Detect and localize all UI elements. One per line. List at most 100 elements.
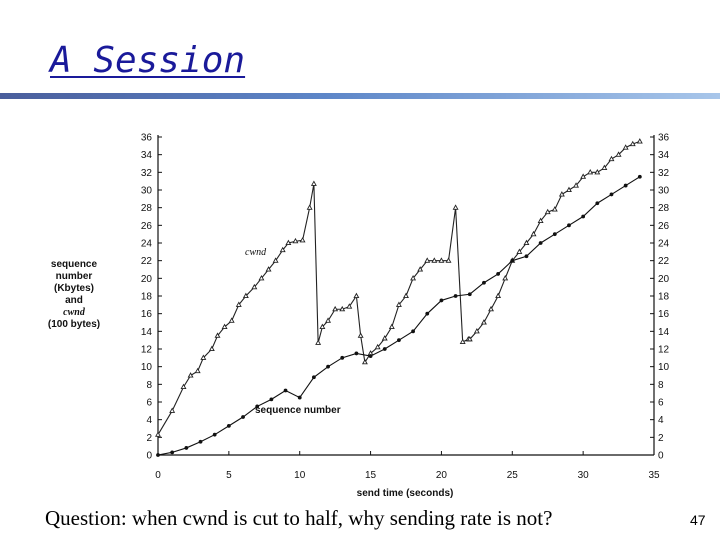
- y-tick-label-left: 14: [141, 327, 153, 338]
- cwnd-point: [388, 323, 395, 329]
- sequence-point: [439, 298, 444, 303]
- sequence-point: [425, 311, 430, 316]
- cwnd-point: [473, 327, 480, 334]
- cwnd-point: [431, 257, 438, 263]
- cwnd-point: [636, 138, 643, 144]
- cwnd-point: [299, 237, 306, 243]
- sequence-point: [326, 364, 330, 369]
- x-tick-label: 5: [226, 470, 232, 481]
- sequence-point: [623, 183, 628, 188]
- cwnd-point: [629, 140, 636, 147]
- y-tick-label-left: 12: [141, 345, 153, 356]
- y-axis-label-line: (100 bytes): [48, 319, 100, 330]
- sequence-point: [637, 174, 642, 179]
- sequence-point: [397, 338, 401, 343]
- sequence-point: [226, 423, 231, 428]
- y-tick-label-left: 10: [141, 362, 153, 373]
- sequence-point: [255, 404, 260, 409]
- sequence-point: [538, 241, 543, 245]
- cwnd-point: [551, 206, 558, 212]
- y-tick-label-right: 26: [658, 221, 670, 232]
- cwnd-point: [315, 339, 322, 345]
- cwnd-point: [459, 338, 466, 344]
- cwnd-point: [381, 335, 388, 341]
- cwnd-point: [285, 239, 292, 246]
- cwnd-point: [580, 173, 587, 179]
- cwnd-point: [310, 180, 317, 186]
- y-tick-label-right: 28: [658, 203, 670, 214]
- cwnd-point: [251, 283, 258, 290]
- sequence-point: [311, 375, 316, 380]
- x-tick-label: 10: [294, 470, 306, 481]
- y-tick-label-left: 20: [141, 274, 153, 285]
- y-tick-label-right: 20: [658, 274, 670, 285]
- cwnd-point: [180, 383, 187, 390]
- cwnd-point: [608, 155, 615, 162]
- sequence-point: [496, 272, 501, 276]
- y-axis-label-line: number: [56, 271, 93, 282]
- sequence-point: [241, 415, 245, 419]
- cwnd-point: [228, 317, 235, 323]
- sequence-point: [467, 292, 472, 297]
- cwnd-point: [187, 372, 194, 378]
- slide-title: A Session: [50, 40, 246, 81]
- sequence-point: [453, 294, 458, 298]
- y-tick-label-right: 4: [658, 415, 664, 426]
- cwnd-point: [221, 323, 228, 329]
- y-tick-label-right: 32: [658, 168, 670, 179]
- sequence-point: [184, 446, 189, 450]
- cwnd-point: [194, 367, 201, 374]
- y-tick-label-left: 4: [146, 415, 152, 426]
- series-line-sequence-number: [157, 176, 641, 456]
- sequence-point: [411, 329, 415, 334]
- sequence-point: [212, 432, 217, 437]
- cwnd-point: [502, 274, 509, 281]
- y-tick-label-left: 2: [146, 433, 152, 444]
- cwnd-point: [208, 345, 215, 352]
- cwnd-point: [452, 204, 459, 210]
- sequence-point: [170, 450, 175, 455]
- cwnd-point: [594, 168, 601, 175]
- cwnd-point: [523, 239, 530, 246]
- sequence-point: [482, 280, 486, 285]
- cwnd-point: [155, 431, 161, 437]
- cwnd-point: [235, 301, 242, 307]
- sequence-number-annotation: sequence number: [255, 405, 341, 416]
- sequence-point: [552, 232, 557, 237]
- x-tick-label: 20: [436, 470, 448, 481]
- y-tick-label-left: 8: [146, 380, 152, 391]
- chart-series: [155, 138, 643, 457]
- x-tick-label: 15: [365, 470, 377, 481]
- page-number: 47: [690, 512, 706, 528]
- cwnd-point: [615, 151, 622, 157]
- x-tick-label: 35: [648, 470, 660, 481]
- y-tick-label-left: 16: [141, 309, 153, 320]
- cwnd-point: [346, 303, 353, 309]
- cwnd-point: [417, 266, 424, 272]
- y-tick-label-left: 6: [146, 398, 152, 409]
- y-tick-label-right: 30: [658, 186, 670, 197]
- title-divider-bar: [0, 93, 720, 99]
- cwnd-point: [495, 292, 502, 299]
- y-axis-label-line: and: [65, 295, 83, 306]
- cwnd-point: [622, 144, 629, 150]
- cwnd-point: [374, 343, 381, 350]
- cwnd-point: [445, 257, 452, 263]
- cwnd-point: [319, 323, 326, 329]
- cwnd-point: [325, 317, 332, 323]
- sequence-point: [581, 214, 586, 219]
- question-text: Question: when cwnd is cut to half, why …: [45, 506, 553, 530]
- y-tick-label-right: 18: [658, 292, 670, 303]
- sequence-point: [269, 397, 274, 402]
- x-tick-label: 25: [507, 470, 519, 481]
- sequence-point: [510, 258, 515, 263]
- cwnd-point: [200, 354, 207, 360]
- sequence-point: [198, 439, 203, 444]
- y-tick-label-left: 34: [141, 150, 153, 161]
- cwnd-point: [438, 257, 445, 263]
- cwnd-point: [403, 292, 409, 299]
- cwnd-point: [466, 335, 473, 342]
